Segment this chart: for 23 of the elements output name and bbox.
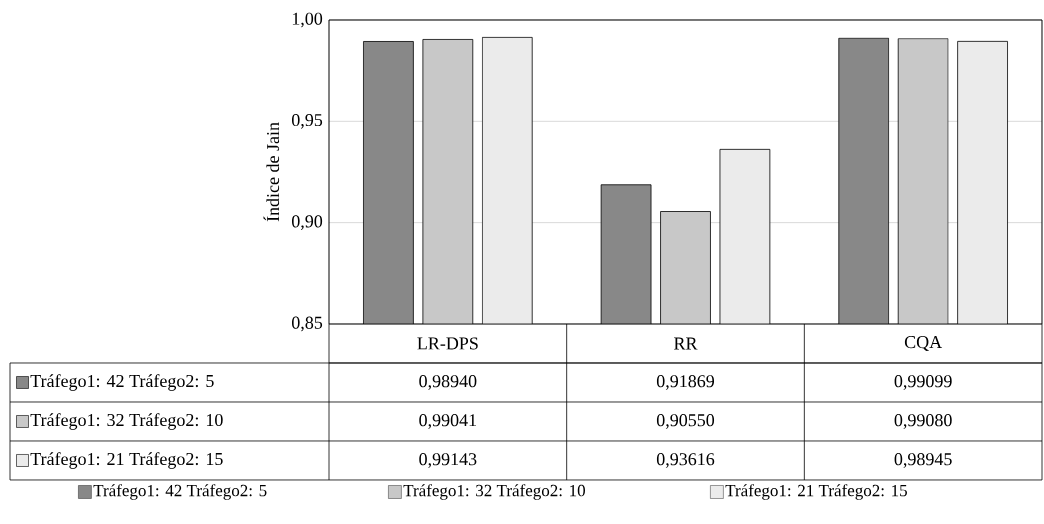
data-label: 0,99099 (894, 375, 952, 390)
data-label: 0,99080 (894, 414, 952, 429)
data-label: 0,99143 (419, 453, 477, 468)
data-label: 0,93616 (656, 453, 715, 468)
y-axis-title: Índice de Jain (263, 122, 280, 222)
data-label: 0,90550 (656, 414, 715, 429)
data-label: 0,91869 (656, 375, 715, 390)
x-tick-label: CQA (904, 336, 943, 351)
x-tick-label: LR-DPS (417, 337, 478, 350)
text: Tráfego1: 32 Tráfego2: 10 (30, 413, 223, 430)
y-tick-label: 0,90 (292, 215, 323, 231)
legend-label: Tráfego1: 32 Tráfego2: 10 (403, 484, 586, 500)
y-tick-label: 0,95 (292, 113, 323, 129)
text: Tráfego1: 21 Tráfego2: 15 (30, 452, 223, 469)
data-label: 0,99041 (419, 414, 477, 429)
legend-label: Tráfego1: 42 Tráfego2: 5 (30, 374, 214, 391)
y-tick-label: 1,00 (292, 12, 323, 28)
legend-label: Tráfego1: 21 Tráfego2: 15 (725, 484, 907, 500)
y-tick-label: 0,85 (292, 316, 323, 332)
x-tick-label: RR (674, 337, 698, 350)
text: Tráfego1: 42 Tráfego2: 5 (93, 484, 267, 500)
data-label: 0,98940 (419, 375, 477, 390)
data-label: 0,98945 (894, 453, 952, 468)
